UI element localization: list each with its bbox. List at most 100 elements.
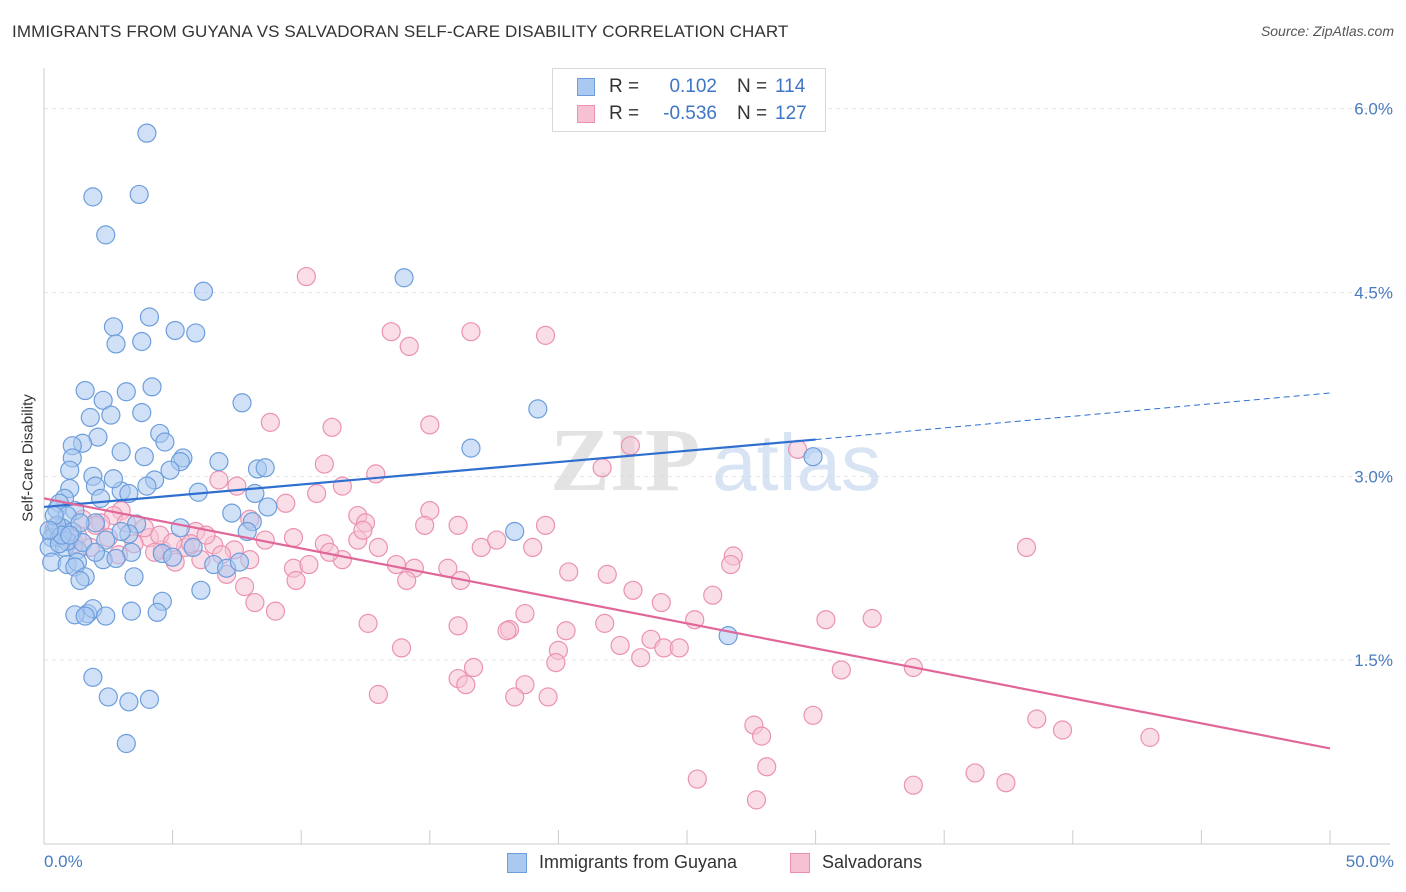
- salvadoran-point: [415, 515, 435, 535]
- guyana-point: [106, 334, 126, 354]
- salvadoran-point: [523, 537, 543, 558]
- salvadoran-point: [299, 554, 319, 575]
- guyana-point: [96, 606, 116, 626]
- guyana-point: [505, 521, 525, 542]
- x-tick-max: 50.0%: [1345, 852, 1394, 871]
- salvadoran-point: [448, 616, 468, 636]
- salvadoran-point: [307, 483, 327, 504]
- guyana-point: [163, 547, 183, 567]
- guyana-point: [111, 442, 131, 462]
- guyana-point: [116, 733, 136, 754]
- guyana-point: [528, 399, 548, 419]
- y-tick-labels: 1.5% 3.0% 4.5% 6.0%: [1354, 100, 1393, 671]
- guyana-point: [103, 469, 124, 489]
- salvadoran-point: [399, 336, 419, 357]
- guyana-point: [134, 447, 154, 467]
- guyana-point: [103, 317, 124, 337]
- stats-row-salvadorans: R = -0.536 N = 127: [577, 102, 807, 126]
- salvadoran-point: [535, 325, 556, 345]
- salvadoran-point: [556, 621, 576, 641]
- axes: [43, 68, 1390, 845]
- salvadoran-point: [487, 530, 507, 550]
- salvadoran-point: [381, 322, 401, 342]
- guyana-point: [60, 525, 80, 545]
- salvadoran-point: [448, 515, 468, 535]
- salvadoran-point: [286, 570, 306, 591]
- guyana-point: [147, 602, 167, 622]
- salvadorans-legend-swatch: [790, 852, 810, 873]
- salvadoran-point: [227, 476, 247, 496]
- salvadoran-point: [816, 610, 836, 630]
- guyana-point: [75, 606, 95, 626]
- guyana-point: [85, 542, 106, 562]
- salvadoran-point: [497, 621, 517, 641]
- guyana-point: [75, 380, 95, 401]
- guyana-point: [119, 483, 139, 504]
- guyana-point: [137, 123, 157, 143]
- guyana-swatch: [577, 78, 595, 96]
- guyana-point: [70, 513, 90, 533]
- salvadoran-point: [803, 705, 823, 725]
- guyana-point: [121, 601, 142, 621]
- legend-item-guyana[interactable]: Immigrants from Guyana: [507, 852, 737, 873]
- salvadoran-point: [1140, 727, 1160, 747]
- salvadoran-point: [559, 562, 579, 582]
- r-value: 0.102: [669, 76, 717, 97]
- salvadoran-point: [505, 687, 525, 707]
- guyana-point: [170, 518, 190, 538]
- salvadoran-point: [260, 412, 280, 432]
- salvadoran-point: [535, 515, 556, 535]
- guyana-point: [70, 570, 90, 591]
- guyana-point: [101, 405, 121, 425]
- salvadoran-point: [592, 458, 612, 478]
- salvadoran-point: [358, 613, 378, 633]
- salvadoran-point: [461, 322, 481, 342]
- x-tick-min: 0.0%: [44, 852, 83, 871]
- salvadoran-point: [903, 775, 923, 795]
- guyana-point: [155, 432, 175, 452]
- guyana-point: [142, 377, 162, 397]
- guyana-point: [255, 458, 275, 478]
- salvadorans-swatch: [577, 105, 595, 123]
- salvadoran-point: [515, 603, 535, 624]
- salvadoran-point: [965, 763, 985, 783]
- y-tick-label: 4.5%: [1354, 283, 1393, 302]
- guyana-point: [83, 187, 103, 207]
- salvadoran-point: [463, 657, 484, 678]
- guyana-point: [116, 382, 136, 402]
- salvadoran-point: [209, 470, 229, 490]
- y-axis-label: Self-Care Disability: [19, 394, 37, 522]
- guyana-points: [39, 123, 823, 754]
- salvadoran-point: [322, 417, 342, 437]
- salvadoran-point: [651, 592, 671, 613]
- series-legend: Immigrants from Guyana Salvadorans: [0, 852, 1406, 878]
- guyana-point: [461, 438, 481, 458]
- r-label: R =: [609, 103, 640, 124]
- legend-label-guyana: Immigrants from Guyana: [539, 852, 738, 872]
- n-label: N =: [737, 103, 768, 124]
- guyana-point: [258, 497, 278, 517]
- guyana-point: [83, 667, 103, 687]
- salvadoran-point: [1052, 720, 1073, 740]
- salvadoran-point: [597, 564, 617, 584]
- legend-item-salvadorans[interactable]: Salvadorans: [790, 852, 922, 873]
- guyana-point: [139, 307, 160, 327]
- stats-legend: R = 0.102 N = 114 R = -0.536 N = 127: [552, 68, 826, 132]
- guyana-point: [186, 323, 206, 343]
- guyana-point: [106, 548, 126, 569]
- source-credit: Source: ZipAtlas.com: [1260, 23, 1394, 39]
- salvadoran-point: [687, 769, 707, 789]
- salvadoran-point: [1027, 709, 1047, 729]
- guyana-point: [132, 402, 152, 423]
- guyana-point: [183, 537, 203, 558]
- salvadoran-point: [391, 638, 412, 658]
- guyana-point: [229, 552, 250, 572]
- salvadoran-point: [1016, 537, 1037, 558]
- salvadoran-point: [314, 454, 334, 474]
- guyana-point: [90, 488, 111, 508]
- r-value: -0.536: [663, 103, 717, 124]
- guyana-point: [124, 567, 144, 587]
- salvadoran-point: [235, 577, 255, 597]
- guyana-point: [193, 281, 214, 301]
